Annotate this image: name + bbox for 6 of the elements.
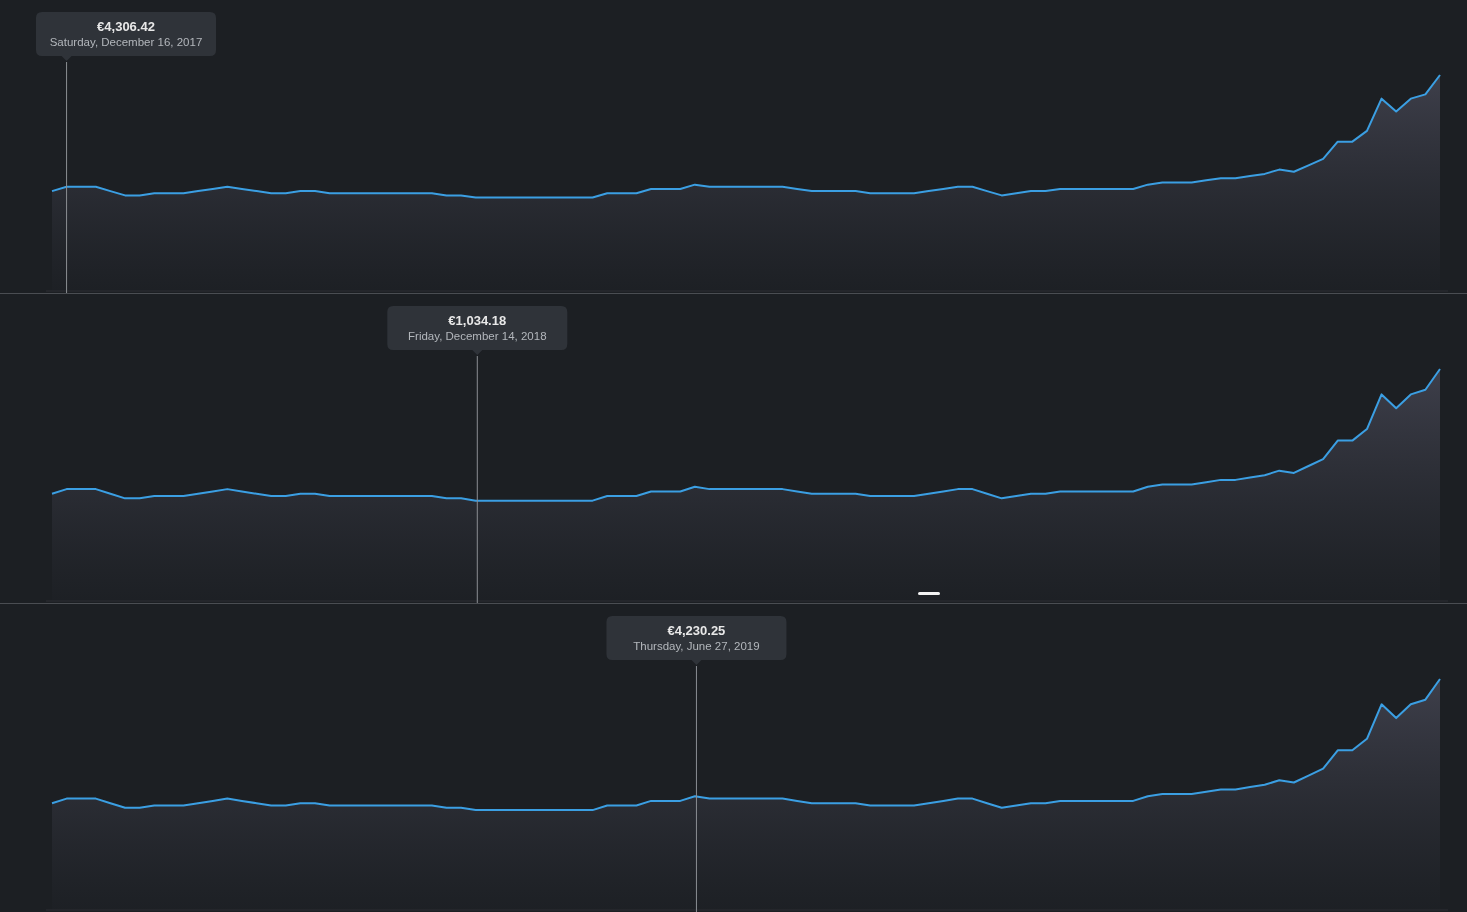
text: €4,306.42 (97, 19, 155, 34)
text: Saturday, December 16, 2017 (49, 36, 203, 48)
text: €4,230.25 (667, 623, 726, 638)
text: Thursday, June 27, 2019 (633, 640, 760, 652)
text: Friday, December 14, 2018 (408, 330, 547, 342)
text: €1,034.18 (448, 313, 507, 328)
